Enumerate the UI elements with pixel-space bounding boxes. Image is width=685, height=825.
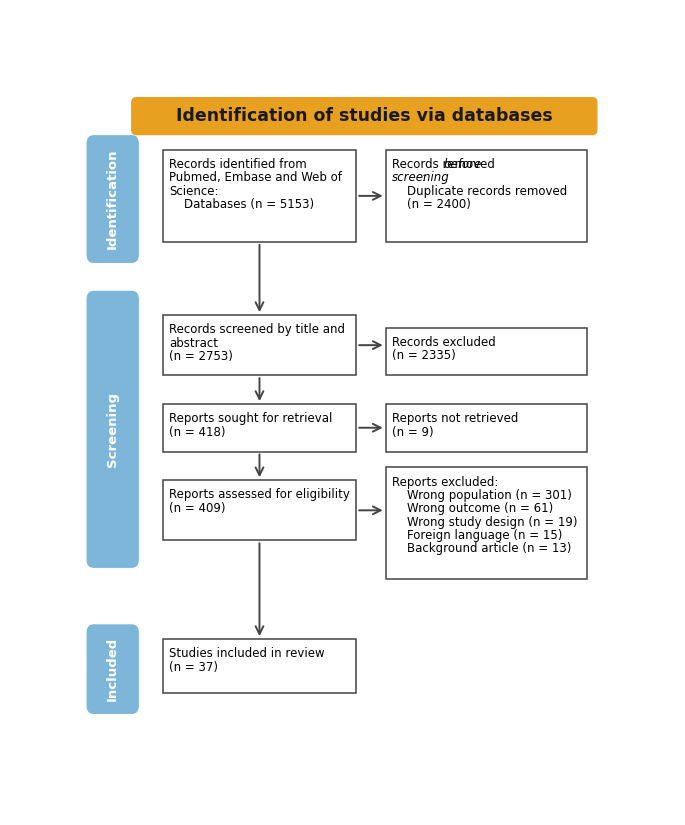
- Text: Wrong outcome (n = 61): Wrong outcome (n = 61): [392, 502, 553, 516]
- FancyBboxPatch shape: [386, 150, 587, 242]
- Text: abstract: abstract: [169, 337, 218, 350]
- Text: Wrong study design (n = 19): Wrong study design (n = 19): [392, 516, 577, 529]
- Text: Screening: Screening: [106, 392, 119, 467]
- Text: Records removed: Records removed: [392, 158, 499, 171]
- FancyBboxPatch shape: [162, 315, 356, 375]
- Text: Studies included in review: Studies included in review: [169, 648, 325, 660]
- Text: Duplicate records removed: Duplicate records removed: [392, 185, 567, 198]
- Text: Databases (n = 5153): Databases (n = 5153): [169, 198, 314, 211]
- Text: Reports not retrieved: Reports not retrieved: [392, 412, 519, 425]
- Text: Identification of studies via databases: Identification of studies via databases: [176, 107, 553, 125]
- Text: Reports assessed for eligibility: Reports assessed for eligibility: [169, 488, 350, 502]
- Text: (n = 409): (n = 409): [169, 502, 225, 515]
- Text: Foreign language (n = 15): Foreign language (n = 15): [392, 529, 562, 542]
- Text: Reports sought for retrieval: Reports sought for retrieval: [169, 412, 332, 425]
- Text: (n = 2400): (n = 2400): [392, 198, 471, 211]
- Text: Pubmed, Embase and Web of: Pubmed, Embase and Web of: [169, 172, 342, 185]
- Text: (n = 2335): (n = 2335): [392, 349, 456, 362]
- FancyBboxPatch shape: [162, 480, 356, 540]
- Text: :: :: [421, 172, 425, 185]
- Text: Reports excluded:: Reports excluded:: [392, 476, 498, 488]
- FancyBboxPatch shape: [87, 625, 138, 714]
- Text: Included: Included: [106, 637, 119, 701]
- Text: Science:: Science:: [169, 185, 219, 198]
- Text: (n = 37): (n = 37): [169, 661, 218, 673]
- FancyBboxPatch shape: [386, 468, 587, 578]
- Text: Records identified from: Records identified from: [169, 158, 307, 171]
- Text: Background article (n = 13): Background article (n = 13): [392, 542, 571, 555]
- Text: (n = 2753): (n = 2753): [169, 350, 233, 363]
- Text: before: before: [444, 158, 482, 171]
- Text: (n = 418): (n = 418): [169, 426, 225, 439]
- Text: Wrong population (n = 301): Wrong population (n = 301): [392, 489, 572, 502]
- FancyBboxPatch shape: [386, 328, 587, 375]
- Text: (n = 9): (n = 9): [392, 426, 434, 439]
- FancyBboxPatch shape: [386, 404, 587, 451]
- FancyBboxPatch shape: [87, 291, 138, 567]
- FancyBboxPatch shape: [162, 404, 356, 451]
- FancyBboxPatch shape: [132, 97, 597, 134]
- FancyBboxPatch shape: [162, 150, 356, 242]
- Text: screening: screening: [392, 172, 449, 185]
- FancyBboxPatch shape: [162, 639, 356, 693]
- Text: Records screened by title and: Records screened by title and: [169, 323, 345, 337]
- Text: Records excluded: Records excluded: [392, 336, 496, 349]
- Text: Identification: Identification: [106, 148, 119, 249]
- FancyBboxPatch shape: [87, 136, 138, 262]
